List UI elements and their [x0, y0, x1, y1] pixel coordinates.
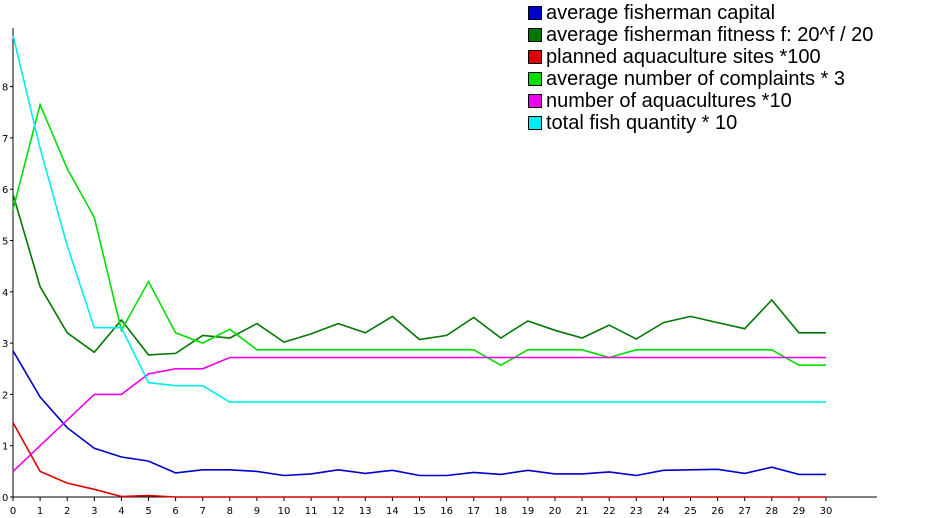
- legend: average fisherman capital average fisher…: [528, 2, 873, 134]
- legend-swatch: [528, 94, 542, 108]
- x-tick-label: 30: [820, 506, 833, 517]
- legend-item-fish-quantity: total fish quantity * 10: [528, 112, 873, 134]
- x-tick-label: 13: [359, 506, 372, 517]
- y-tick-label: 7: [2, 134, 8, 145]
- x-tick-label: 20: [549, 506, 562, 517]
- series-line-2: [12, 422, 826, 498]
- x-tick-label: 2: [64, 506, 70, 517]
- x-tick-label: 18: [494, 506, 507, 517]
- series-line-4: [12, 356, 826, 472]
- y-tick-label: 4: [2, 288, 8, 299]
- series-line-5: [12, 35, 826, 403]
- x-tick-label: 14: [386, 506, 399, 517]
- legend-swatch: [528, 50, 542, 64]
- y-tick-label: 0: [2, 493, 8, 504]
- x-tick-label: 29: [793, 506, 806, 517]
- x-tick-label: 7: [200, 506, 206, 517]
- legend-item-planned-sites: planned aquaculture sites *100: [528, 46, 873, 68]
- x-tick-label: 19: [522, 506, 535, 517]
- legend-swatch: [528, 6, 542, 20]
- x-tick-label: 0: [10, 506, 16, 517]
- legend-label: average number of complaints * 3: [546, 68, 846, 90]
- y-tick-label: 5: [2, 237, 8, 248]
- legend-swatch: [528, 116, 542, 130]
- x-tick-label: 22: [603, 506, 616, 517]
- x-tick-label: 26: [711, 506, 724, 517]
- x-tick-label: 3: [91, 506, 97, 517]
- y-tick-label: 6: [2, 185, 8, 196]
- legend-label: average fisherman fitness f: 20^f / 20: [546, 24, 874, 46]
- legend-item-capital: average fisherman capital: [528, 2, 873, 24]
- x-tick-label: 6: [172, 506, 178, 517]
- legend-swatch: [528, 72, 542, 86]
- x-tick-label: 24: [657, 506, 670, 517]
- series-line-1: [12, 194, 826, 356]
- x-tick-label: 25: [684, 506, 697, 517]
- x-tick-label: 23: [630, 506, 643, 517]
- x-tick-label: 15: [413, 506, 426, 517]
- x-tick-label: 11: [305, 506, 318, 517]
- x-tick-label: 16: [440, 506, 453, 517]
- x-tick-label: 17: [467, 506, 480, 517]
- legend-label: number of aquacultures *10: [546, 90, 792, 112]
- y-tick-label: 1: [2, 442, 8, 453]
- legend-label: average fisherman capital: [546, 2, 776, 24]
- x-tick-label: 28: [765, 506, 778, 517]
- y-tick-label: 8: [2, 83, 8, 94]
- x-tick-label: 8: [227, 506, 233, 517]
- y-tick-label: 2: [2, 390, 8, 401]
- x-tick-label: 21: [576, 506, 589, 517]
- x-tick-label: 9: [254, 506, 260, 517]
- legend-item-fitness: average fisherman fitness f: 20^f / 20: [528, 24, 873, 46]
- x-ticks: 0 1 2 3 4 5 6 7 8 9 10 11 12 13 14 15 16 17 18 19 20 21 22 23 24…: [10, 497, 833, 517]
- series-lines: [12, 35, 826, 498]
- legend-item-aquacultures: number of aquacultures *10: [528, 90, 873, 112]
- x-tick-label: 5: [145, 506, 151, 517]
- y-ticks: 0 1 2 3 4 5 6 7 8: [2, 83, 13, 504]
- y-tick-label: 3: [2, 339, 8, 350]
- legend-label: planned aquaculture sites *100: [546, 46, 821, 68]
- series-line-0: [12, 350, 826, 477]
- x-tick-label: 1: [37, 506, 43, 517]
- x-tick-label: 12: [332, 506, 345, 517]
- x-tick-label: 27: [738, 506, 751, 517]
- series-line-3: [12, 102, 826, 367]
- legend-item-complaints: average number of complaints * 3: [528, 68, 873, 90]
- legend-label: total fish quantity * 10: [546, 112, 738, 134]
- x-tick-label: 4: [118, 506, 124, 517]
- legend-swatch: [528, 28, 542, 42]
- x-tick-label: 10: [278, 506, 291, 517]
